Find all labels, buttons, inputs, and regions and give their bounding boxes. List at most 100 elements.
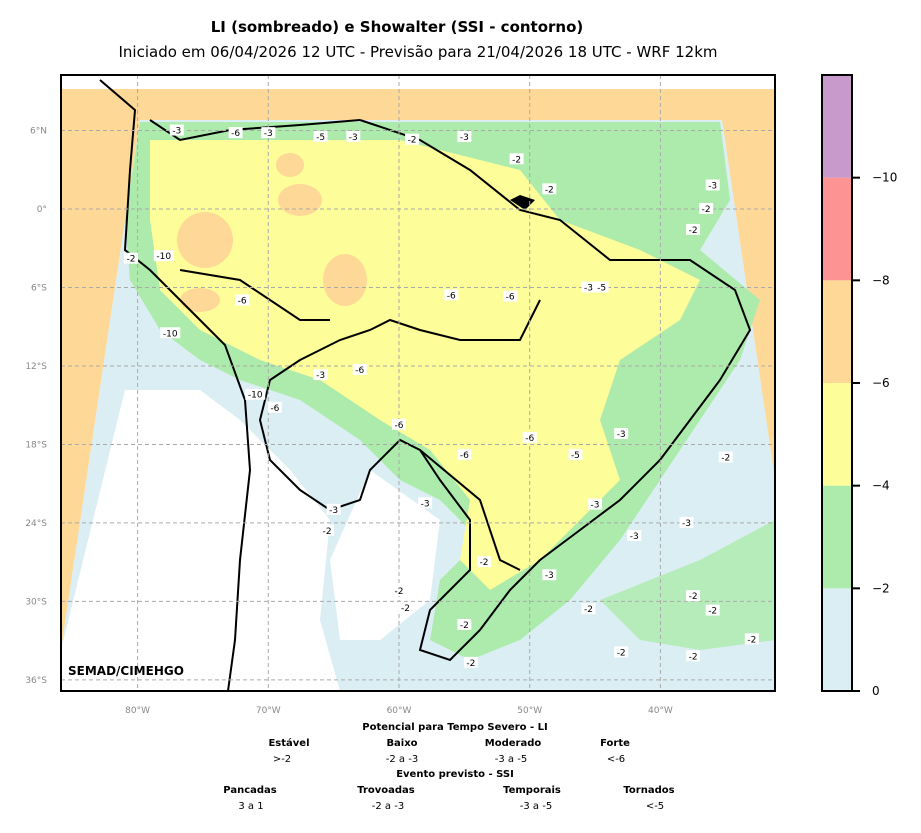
ssi-cat-name: Pancadas	[223, 785, 277, 796]
contour-label-bg	[228, 127, 243, 139]
contour-label: -2	[689, 226, 698, 236]
lon-tick-label: 70°W	[256, 706, 281, 716]
contour-label-bg	[744, 633, 759, 645]
contour-label-bg	[614, 427, 629, 439]
contour-label: -2	[395, 587, 404, 597]
ssi-cat-range: <-5	[645, 801, 665, 812]
li-field-moderate	[150, 140, 700, 590]
contour-label-bg	[313, 369, 328, 381]
contour-label-bg	[686, 223, 701, 235]
contour-label-bg	[261, 127, 276, 139]
contour-label-bg	[686, 650, 701, 662]
ssi-cat-name: Tornados	[623, 785, 675, 796]
contour-label-bg	[245, 388, 266, 400]
contour-label: -3	[329, 506, 338, 516]
contour-label: -3	[264, 129, 273, 139]
contour-label-bg	[418, 497, 433, 509]
contour-label-bg	[581, 281, 596, 293]
contour-label-bg	[718, 451, 733, 463]
lon-tick-label: 50°W	[517, 706, 542, 716]
contour-label-bg	[169, 124, 184, 136]
lat-tick-label: 12°S	[25, 362, 47, 372]
contour-label-bg	[699, 203, 714, 214]
contour-label: -6	[506, 293, 515, 303]
colorbar-tick-label: −2	[872, 581, 890, 595]
lat-tick-label: 18°S	[25, 440, 47, 450]
ssi-cat-range: -2 a -3	[371, 801, 405, 812]
contour-label-bg	[235, 294, 250, 306]
contour-label: -3	[545, 571, 554, 581]
contour-label-bg	[503, 290, 518, 302]
contour-label: -6	[525, 434, 534, 444]
colorbar-segment	[822, 485, 852, 589]
contour-label: -5	[597, 283, 606, 293]
contour-label-bg	[457, 618, 472, 630]
ssi-legend-title: Evento previsto - SSI	[396, 769, 514, 780]
colorbar-segment	[822, 280, 852, 383]
contour-label-bg	[581, 603, 596, 615]
li-cat-range: <-6	[606, 754, 626, 765]
credit-label: SEMAD/CIMEHGO	[68, 664, 184, 678]
lon-tick-label: 40°W	[648, 706, 673, 716]
colorbar-tick-label: 0	[872, 684, 880, 698]
contour-label-bg	[522, 431, 537, 443]
ssi-cat-name: Trovoadas	[357, 785, 415, 796]
contour-label: -3	[316, 371, 325, 381]
li-cat-name: Forte	[600, 738, 630, 749]
contour-label-bg	[705, 604, 720, 616]
contour-label: -3	[349, 133, 358, 143]
contour-label-bg	[398, 601, 413, 613]
contour-label: -6	[238, 297, 247, 307]
contour-label-bg	[476, 556, 491, 568]
li-field-positive	[330, 470, 440, 640]
colorbar-segment	[822, 383, 852, 486]
ssi-cat-range: -3 a -5	[519, 801, 553, 812]
colorbar-tick-label: −6	[872, 376, 890, 390]
lat-tick-label: 36°S	[25, 676, 47, 686]
contour-label: -2	[408, 136, 417, 146]
contour-label: -2	[702, 205, 711, 215]
contour-label-bg	[326, 503, 341, 515]
colorbar-tick-label: −8	[872, 273, 890, 287]
contour-label-bg	[509, 153, 524, 165]
contour-label: -3	[584, 283, 593, 293]
contour-label: -2	[689, 592, 698, 602]
contour-label: -2	[747, 635, 756, 645]
contour-label: -5	[316, 133, 325, 143]
contour-label-bg	[588, 498, 603, 510]
lon-tick-label: 60°W	[387, 706, 412, 716]
lat-tick-label: 0°	[37, 205, 47, 215]
contour-label: -2	[460, 621, 469, 631]
li-legend-title: Potencial para Tempo Severo - LI	[362, 722, 548, 733]
contour-label: -10	[163, 329, 178, 339]
contour-label: -6	[270, 404, 279, 414]
axis-ticks: 6°N 0° 6°S 12°S 18°S 24°S 30°S 36°S 80°W 70°W 60°W…	[25, 127, 673, 716]
li-cat-range: >-2	[272, 754, 292, 765]
marajo-island	[510, 195, 535, 210]
map-title: LI (sombreado) e Showalter (SSI - contor…	[210, 18, 584, 36]
contour-label-bg	[160, 327, 181, 339]
lat-tick-label: 30°S	[25, 597, 47, 607]
contour-label-bg	[457, 448, 472, 460]
contour-label: -2	[323, 527, 332, 537]
contour-label: -6	[460, 451, 469, 461]
contour-label: -3	[591, 501, 600, 511]
contour-label-bg	[320, 524, 335, 536]
map-subtitle: Iniciado em 06/04/2026 12 UTC - Previsão…	[118, 43, 718, 61]
contour-label: -3	[708, 181, 717, 191]
contour-label: -3	[172, 127, 181, 137]
colorbar-segment	[822, 75, 852, 178]
contour-label: -6	[447, 291, 456, 301]
li-cat-name: Baixo	[386, 738, 418, 749]
ssi-contour-labels: -3 -6 -3 -5 -3 -2 -3 -2 -2 -3 -2 -2 -10 -2 -10 -6 -6 -6 -6…	[124, 124, 759, 669]
contour-label-bg	[405, 133, 420, 145]
contour-label-bg	[313, 131, 328, 143]
contour-label-bg	[679, 516, 694, 528]
li-field-positive	[61, 390, 340, 691]
contour-label: -2	[708, 607, 717, 617]
contour-label-bg	[614, 646, 629, 658]
contour-label: -2	[689, 652, 698, 662]
contour-label: -6	[355, 366, 364, 376]
graticule	[61, 75, 775, 691]
